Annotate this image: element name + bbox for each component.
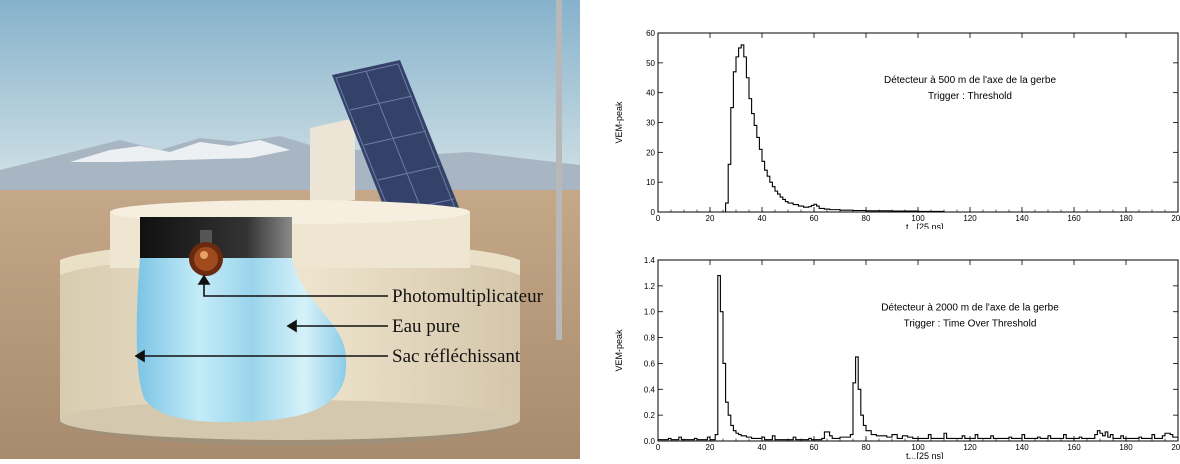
annotation-line: Trigger : Time Over Threshold — [904, 319, 1037, 330]
label-reflective-bag: Sac réfléchissant — [392, 346, 521, 367]
y-tick-label: 60 — [646, 29, 655, 38]
y-tick-label: 1.4 — [644, 256, 656, 265]
annotation-line: Détecteur à 2000 m de l'axe de la gerbe — [881, 303, 1059, 314]
x-tick-label: 20 — [706, 214, 715, 223]
y-tick-label: 0.0 — [644, 437, 656, 446]
y-tick-label: 30 — [646, 119, 655, 128]
series-histogram — [658, 44, 1178, 213]
label-photomultiplier: Photomultiplicateur — [392, 286, 544, 307]
x-tick-label: 20 — [706, 443, 715, 452]
photomultiplier-tube — [189, 230, 223, 276]
x-tick-label: 180 — [1119, 443, 1133, 452]
x-tick-label: 60 — [810, 214, 819, 223]
x-tick-label: 120 — [963, 214, 977, 223]
snow-caps — [70, 140, 290, 162]
plot-frame — [657, 259, 1179, 442]
x-axis-label: tbin[25 ns] — [906, 451, 944, 459]
annotation-line: Détecteur à 500 m de l'axe de la gerbe — [884, 75, 1056, 86]
y-axis-label: VEM-peak — [614, 101, 624, 144]
y-tick-label: 0.8 — [644, 334, 656, 343]
x-tick-label: 100 — [911, 214, 925, 223]
x-tick-label: 200 — [1171, 443, 1180, 452]
y-tick-label: 50 — [646, 59, 655, 68]
detector-photo: Photomultiplicateur Eau pure Sac réfléch… — [0, 0, 580, 459]
x-tick-label: 200 — [1171, 214, 1180, 223]
x-tick-label: 180 — [1119, 214, 1133, 223]
x-tick-label: 40 — [758, 214, 767, 223]
x-axis-label: tbin[25 ns] — [906, 222, 944, 229]
x-tick-label: 0 — [656, 443, 661, 452]
label-pure-water: Eau pure — [392, 316, 460, 337]
x-tick-label: 140 — [1015, 214, 1029, 223]
chart-500m: 0 20 40 60 80 100 120 140 160 180 200 0 10 20 30 40 50 60… — [600, 0, 1180, 229]
chart-500m-svg: 0 20 40 60 80 100 120 140 160 180 200 0 10 20 30 40 50 60… — [614, 29, 1180, 229]
x-tick-label: 80 — [862, 443, 871, 452]
series-histogram — [658, 274, 1179, 441]
x-tick-label: 0 — [656, 214, 661, 223]
x-tick-label: 40 — [758, 443, 767, 452]
y-tick-label: 40 — [646, 89, 655, 98]
annotation-line: Trigger : Threshold — [928, 91, 1012, 102]
y-tick-label: 0.6 — [644, 359, 656, 368]
y-tick-label: 0.4 — [644, 385, 656, 394]
chart-2000m: 0 20 40 60 80 100 120 140 160 180 200 0.0 0.2 0.4 0.6 0… — [600, 230, 1180, 459]
y-tick-label: 1.2 — [644, 282, 656, 291]
x-tick-label: 140 — [1015, 443, 1029, 452]
x-tick-label: 120 — [963, 443, 977, 452]
y-axis-label: VEM-peak — [614, 329, 624, 372]
detector-illustration: Photomultiplicateur Eau pure Sac réfléch… — [0, 0, 580, 459]
y-tick-label: 0.2 — [644, 411, 656, 420]
electronics-box — [310, 118, 355, 205]
x-tick-label: 100 — [911, 443, 925, 452]
chart-2000m-svg: 0 20 40 60 80 100 120 140 160 180 200 0.0 0.2 0.4 0.6 0… — [614, 256, 1180, 459]
x-tick-label: 60 — [810, 443, 819, 452]
x-tick-label: 160 — [1067, 214, 1081, 223]
x-tick-label: 80 — [862, 214, 871, 223]
water-volume — [136, 258, 347, 423]
y-tick-label: 10 — [646, 178, 655, 187]
antenna-pole — [556, 0, 562, 340]
x-tick-label: 160 — [1067, 443, 1081, 452]
label-arrows — [134, 274, 388, 363]
y-tick-label: 20 — [646, 148, 655, 157]
y-tick-label: 1.0 — [644, 308, 656, 317]
y-tick-label: 0 — [651, 208, 656, 217]
